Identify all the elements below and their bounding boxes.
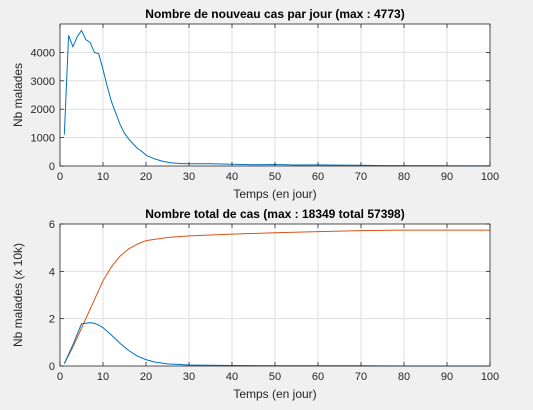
- total-cases-y-tick-label: 4: [49, 266, 55, 278]
- total-cases-x-tick-label: 10: [97, 371, 109, 383]
- new-cases-x-tick-label: 100: [481, 171, 499, 183]
- total-cases-x-tick-label: 50: [269, 371, 281, 383]
- new-cases-y-tick-label: 3000: [31, 76, 55, 88]
- total-cases-x-tick-label: 30: [183, 371, 195, 383]
- new-cases-x-tick-label: 50: [269, 171, 281, 183]
- new-cases-x-tick-label: 10: [97, 171, 109, 183]
- total-cases-y-tick-label: 2: [49, 314, 55, 326]
- new-cases-y-axis-label: Nb malades: [11, 63, 25, 127]
- new-cases-x-tick-label: 90: [441, 171, 453, 183]
- total-cases-x-tick-label: 40: [226, 371, 238, 383]
- total-cases-x-tick-label: 20: [140, 371, 152, 383]
- new-cases-x-tick-label: 0: [57, 171, 63, 183]
- total-cases-title: Nombre total de cas (max : 18349 total 5…: [145, 207, 404, 221]
- total-cases-series-0-line: [63, 229, 490, 364]
- total-cases-y-tick-label: 6: [49, 219, 55, 231]
- total-cases-x-tick-label: 70: [355, 371, 367, 383]
- plot-new-cases-per-day: 0 10 20 30 40 50 60 70 80 90 10001000200030004000N…: [11, 7, 499, 201]
- new-cases-title: Nombre de nouveau cas par jour (max : 47…: [145, 7, 404, 21]
- total-cases-x-tick-label: 80: [398, 371, 410, 383]
- plot-total-cases: 0 10 20 30 40 50 60 70 80 90 100 0 2 4 6 Nombre total d…: [11, 207, 499, 401]
- new-cases-x-tick-label: 20: [140, 171, 152, 183]
- total-cases-x-axis-label: Temps (en jour): [233, 387, 316, 401]
- new-cases-y-tick-label: 0: [49, 161, 55, 173]
- new-cases-x-tick-label: 80: [398, 171, 410, 183]
- total-cases-x-tick-label: 90: [441, 371, 453, 383]
- total-cases-x-tick-label: 100: [481, 371, 499, 383]
- new-cases-x-axis-label: Temps (en jour): [233, 187, 316, 201]
- new-cases-x-tick-label: 30: [183, 171, 195, 183]
- new-cases-y-tick-label: 2000: [31, 104, 55, 116]
- new-cases-x-tick-label: 40: [226, 171, 238, 183]
- total-cases-x-tick-label: 60: [312, 371, 324, 383]
- new-cases-y-tick-label: 4000: [31, 47, 55, 59]
- new-cases-y-tick-label: 1000: [31, 133, 55, 145]
- total-cases-y-tick-label: 0: [49, 361, 55, 373]
- total-cases-y-axis-label: Nb malades (x 10k): [11, 243, 25, 347]
- new-cases-x-tick-label: 70: [355, 171, 367, 183]
- total-cases-x-tick-label: 0: [57, 371, 63, 383]
- new-cases-x-tick-label: 60: [312, 171, 324, 183]
